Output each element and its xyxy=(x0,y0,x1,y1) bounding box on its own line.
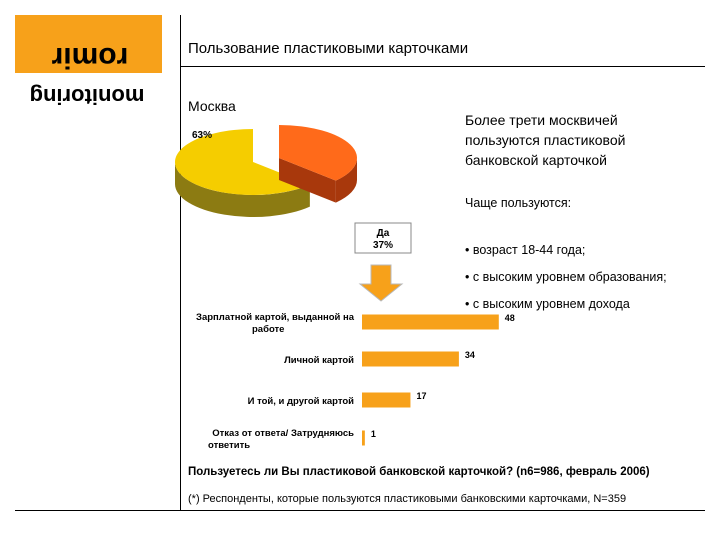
bullet-age: • возраст 18-44 года; xyxy=(465,243,586,257)
pie-slice-no-side xyxy=(175,162,310,218)
bar xyxy=(362,430,365,446)
bottom-divider xyxy=(15,510,705,511)
pie-label-no: 63% xyxy=(192,130,212,141)
pie-label-yes-line: 37% xyxy=(373,240,393,251)
vertical-divider xyxy=(180,15,181,510)
pie-label-yes-box xyxy=(354,222,412,254)
logo-top-word: romir xyxy=(51,41,128,74)
title-underline xyxy=(180,66,705,67)
bar xyxy=(362,351,459,367)
logo-bottom-word: monitoring xyxy=(30,84,145,109)
bar-value-label: 17 xyxy=(416,391,426,401)
pie-slice-yes-side xyxy=(335,158,357,203)
bullet-education: • с высоким уровнем образования; xyxy=(465,270,667,284)
bar-value-label: 48 xyxy=(505,313,515,323)
bar xyxy=(362,392,411,408)
bar-category-label: Зарплатной картой, выданной на xyxy=(196,312,355,323)
bar-category-label: Отказ от ответа/ Затрудняюсь xyxy=(212,428,354,439)
often-title: Чаще пользуются: xyxy=(465,196,572,210)
pie-slice-no xyxy=(175,129,310,195)
page-title: Пользование пластиковыми карточками xyxy=(188,40,469,57)
bar-value-label: 34 xyxy=(465,350,475,360)
summary-text: Более трети москвичей пользуются пластик… xyxy=(465,112,626,168)
pie-slice-yes xyxy=(279,125,358,181)
pie-slice-yes-inner xyxy=(279,158,336,203)
bullet-income: • с высоким уровнем дохода xyxy=(465,297,630,311)
footnote: (*) Респонденты, которые пользуются плас… xyxy=(188,493,627,505)
pie-label-yes-line: Да xyxy=(377,228,390,239)
bar xyxy=(362,314,499,330)
bar-category-label: работе xyxy=(252,324,284,335)
down-arrow xyxy=(358,264,404,302)
romir-logo: romir monitoring xyxy=(15,41,162,114)
bar-category-label: И той, и другой картой xyxy=(248,396,355,407)
survey-question: Пользуетесь ли Вы пластиковой банковской… xyxy=(188,466,650,478)
bar-category-label: Личной картой xyxy=(284,355,354,366)
bar-value-label: 1 xyxy=(371,429,376,439)
bar-category-label: ответить xyxy=(208,440,250,451)
city-label: Москва xyxy=(188,98,236,114)
